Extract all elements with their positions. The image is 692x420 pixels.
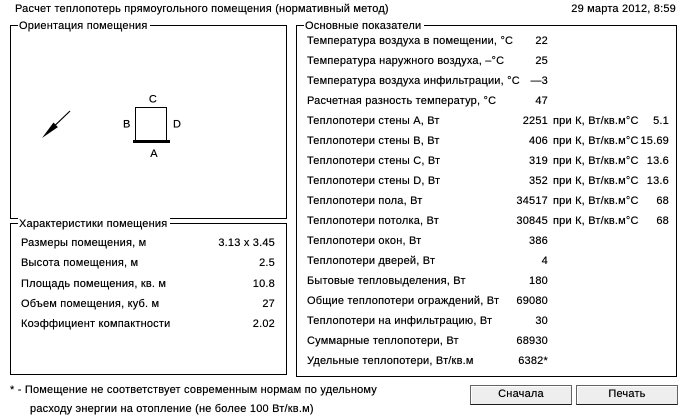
svg-text:C: C — [149, 94, 157, 106]
svg-text:A: A — [150, 148, 158, 160]
svg-text:D: D — [173, 119, 181, 131]
svg-text:B: B — [123, 119, 131, 131]
